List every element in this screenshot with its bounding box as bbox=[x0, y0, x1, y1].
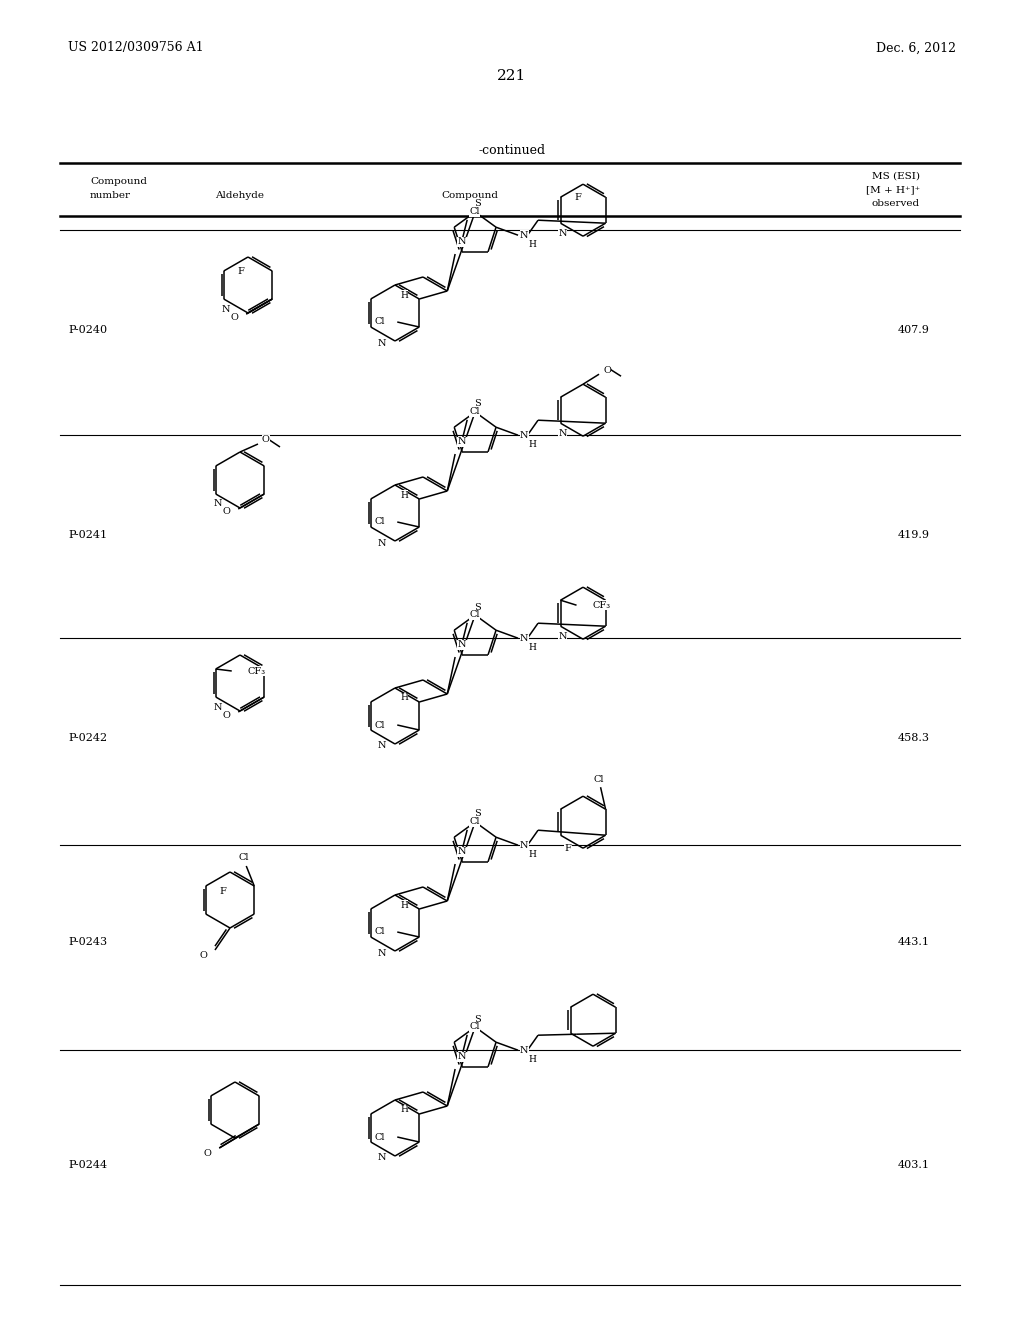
Text: MS (ESI): MS (ESI) bbox=[872, 172, 920, 181]
Text: N: N bbox=[458, 437, 467, 446]
Text: N: N bbox=[520, 1045, 528, 1055]
Text: US 2012/0309756 A1: US 2012/0309756 A1 bbox=[68, 41, 204, 54]
Text: N: N bbox=[378, 539, 386, 548]
Text: N: N bbox=[213, 702, 222, 711]
Text: Cl: Cl bbox=[469, 610, 479, 619]
Text: 403.1: 403.1 bbox=[898, 1160, 930, 1170]
Text: O: O bbox=[603, 366, 611, 375]
Text: F: F bbox=[564, 843, 571, 853]
Text: O: O bbox=[222, 507, 230, 516]
Text: P-0240: P-0240 bbox=[68, 325, 108, 335]
Text: S: S bbox=[474, 1015, 480, 1023]
Text: 443.1: 443.1 bbox=[898, 937, 930, 946]
Text: Aldehyde: Aldehyde bbox=[215, 191, 264, 201]
Text: F: F bbox=[238, 267, 245, 276]
Text: 419.9: 419.9 bbox=[898, 531, 930, 540]
Text: CF₃: CF₃ bbox=[593, 601, 610, 610]
Text: 407.9: 407.9 bbox=[898, 325, 930, 335]
Text: N: N bbox=[378, 742, 386, 751]
Text: N: N bbox=[458, 1052, 467, 1061]
Text: Cl: Cl bbox=[375, 928, 385, 936]
Text: H: H bbox=[528, 440, 536, 449]
Text: Dec. 6, 2012: Dec. 6, 2012 bbox=[876, 41, 956, 54]
Text: S: S bbox=[474, 809, 480, 818]
Text: H: H bbox=[528, 240, 536, 248]
Text: 458.3: 458.3 bbox=[898, 733, 930, 743]
Text: Cl: Cl bbox=[375, 318, 385, 326]
Text: H: H bbox=[400, 900, 408, 909]
Text: Cl: Cl bbox=[375, 721, 385, 730]
Text: N: N bbox=[558, 632, 566, 640]
Text: H: H bbox=[400, 290, 408, 300]
Text: H: H bbox=[400, 693, 408, 702]
Text: Cl: Cl bbox=[593, 775, 604, 784]
Text: Cl: Cl bbox=[239, 854, 250, 862]
Text: P-0242: P-0242 bbox=[68, 733, 108, 743]
Text: [M + H⁺]⁺: [M + H⁺]⁺ bbox=[866, 186, 920, 194]
Text: O: O bbox=[204, 1148, 211, 1158]
Text: CF₃: CF₃ bbox=[248, 667, 266, 676]
Text: P-0243: P-0243 bbox=[68, 937, 108, 946]
Text: N: N bbox=[378, 1154, 386, 1163]
Text: F: F bbox=[574, 193, 582, 202]
Text: N: N bbox=[520, 430, 528, 440]
Text: S: S bbox=[474, 602, 480, 611]
Text: Compound: Compound bbox=[90, 177, 147, 186]
Text: H: H bbox=[400, 1106, 408, 1114]
Text: H: H bbox=[528, 643, 536, 652]
Text: N: N bbox=[520, 841, 528, 850]
Text: N: N bbox=[213, 499, 222, 508]
Text: Cl: Cl bbox=[469, 207, 479, 216]
Text: Cl: Cl bbox=[469, 817, 479, 826]
Text: H: H bbox=[528, 850, 536, 859]
Text: S: S bbox=[474, 199, 480, 209]
Text: number: number bbox=[90, 191, 131, 201]
Text: N: N bbox=[558, 429, 566, 438]
Text: -continued: -continued bbox=[478, 144, 546, 157]
Text: 221: 221 bbox=[498, 69, 526, 83]
Text: N: N bbox=[458, 640, 467, 649]
Text: Cl: Cl bbox=[375, 517, 385, 527]
Text: N: N bbox=[378, 949, 386, 957]
Text: Cl: Cl bbox=[469, 1022, 479, 1031]
Text: N: N bbox=[520, 231, 528, 240]
Text: N: N bbox=[520, 634, 528, 643]
Text: P-0244: P-0244 bbox=[68, 1160, 108, 1170]
Text: N: N bbox=[458, 238, 467, 247]
Text: O: O bbox=[262, 436, 270, 445]
Text: H: H bbox=[400, 491, 408, 499]
Text: Compound: Compound bbox=[441, 191, 499, 201]
Text: O: O bbox=[199, 950, 207, 960]
Text: N: N bbox=[458, 847, 467, 857]
Text: P-0241: P-0241 bbox=[68, 531, 108, 540]
Text: S: S bbox=[474, 400, 480, 408]
Text: O: O bbox=[230, 313, 239, 322]
Text: F: F bbox=[220, 887, 226, 895]
Text: Cl: Cl bbox=[375, 1133, 385, 1142]
Text: N: N bbox=[221, 305, 230, 314]
Text: H: H bbox=[528, 1055, 536, 1064]
Text: N: N bbox=[378, 338, 386, 347]
Text: observed: observed bbox=[871, 199, 920, 209]
Text: Cl: Cl bbox=[469, 408, 479, 416]
Text: O: O bbox=[222, 710, 230, 719]
Text: N: N bbox=[558, 228, 566, 238]
